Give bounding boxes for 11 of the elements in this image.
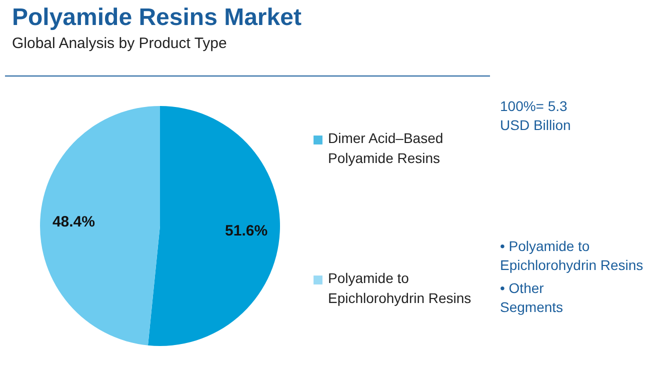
data-label: 48.4% [52,214,95,231]
pie-slice [40,106,160,346]
data-label: 51.6% [225,222,268,240]
text: • Polyamide to Epichlorohydrin Resins [500,238,644,273]
text: • Other Segments [500,280,564,315]
legend-label: Polyamide to Epichlorohydrin Resins [328,270,472,306]
pie-slice [148,106,280,346]
text: 100%= 5.3 USD Billion [500,98,571,133]
chart-subtitle: Global Analysis by Product Type [12,35,227,52]
chart-title: Polyamide Resins Market [12,4,302,31]
legend-label: Dimer Acid–Based Polyamide Resins [328,130,444,166]
